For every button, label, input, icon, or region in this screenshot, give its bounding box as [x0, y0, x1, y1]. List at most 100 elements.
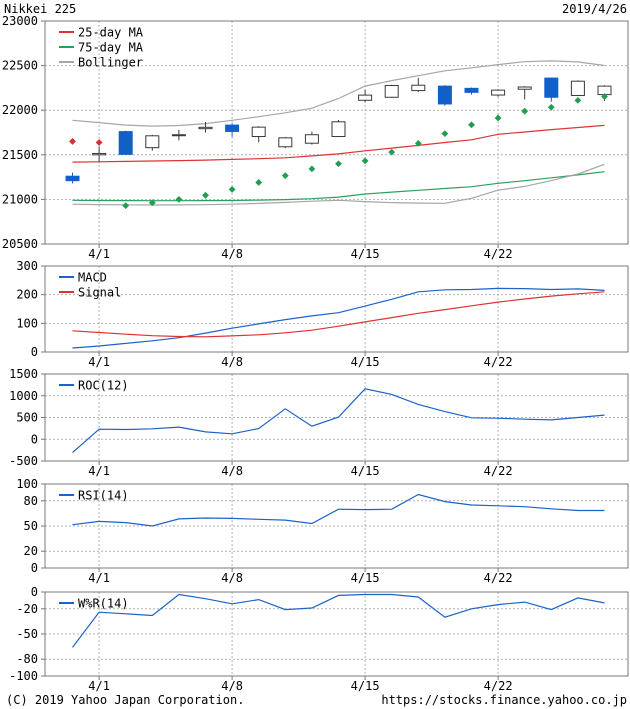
ma75-line	[72, 171, 605, 202]
plot-border	[44, 20, 629, 245]
x-tick-label: 4/22	[484, 464, 513, 478]
indicator-dot	[494, 114, 502, 122]
indicator-dot	[521, 107, 529, 115]
indicator-dot	[148, 199, 156, 207]
y-tick-label: 1000	[9, 389, 38, 403]
candle-body	[544, 77, 559, 98]
candle-body	[65, 175, 80, 182]
legend-label: Bollinger	[78, 56, 143, 70]
x-tick-label: 4/8	[221, 247, 243, 261]
indicator-dot	[308, 165, 316, 173]
y-tick-label: -20	[16, 602, 38, 616]
legend-label: 75-day MA	[78, 41, 144, 55]
x-tick-label: 4/8	[221, 355, 243, 369]
source-url-text: https://stocks.finance.yahoo.co.jp	[381, 693, 627, 707]
y-tick-label: 21500	[2, 148, 38, 162]
y-tick-label: 23000	[2, 14, 38, 28]
indicator-dot	[574, 96, 582, 104]
indicator-dot	[281, 172, 289, 180]
price-chart: 4/1 4/8 4/15 4/22 20500 21000 21500 22000 22500 2…	[2, 14, 629, 261]
legend-label: W%R(14)	[78, 597, 129, 611]
y-tick-label: -100	[9, 669, 38, 683]
roc-line	[72, 388, 605, 454]
bollinger-lower-line	[72, 163, 605, 206]
candle-body	[437, 85, 452, 105]
indicator-dot	[601, 93, 608, 100]
indicator-dot	[414, 139, 422, 147]
indicator-dot	[122, 202, 130, 210]
page-title: Nikkei 225	[4, 2, 77, 16]
candle-body	[118, 131, 133, 155]
x-tick-label: 4/15	[351, 355, 380, 369]
williams-r-chart: 4/1 4/8 4/15 4/22 -100 -80 -50 -20 0 W%R(14)	[9, 585, 629, 693]
y-tick-label: 200	[16, 288, 38, 302]
candle-body	[225, 124, 240, 132]
legend-label: 25-day MA	[78, 26, 144, 40]
plot-border	[44, 373, 629, 462]
plot-border	[44, 591, 629, 677]
indicator-dot	[202, 191, 209, 199]
legend-label: ROC(12)	[78, 379, 129, 393]
ma25-line	[72, 124, 605, 163]
y-tick-label: 21000	[2, 192, 38, 206]
candle-body	[171, 134, 186, 137]
candle-body	[198, 126, 213, 130]
x-tick-label: 4/1	[88, 464, 110, 478]
y-tick-label: 22000	[2, 103, 38, 117]
chart-date: 2019/4/26	[561, 2, 627, 16]
candle-body	[92, 152, 107, 156]
rsi-chart: 4/1 4/8 4/15 4/22 0 20 50 80 100 RSI(14)	[16, 477, 629, 585]
y-tick-label: 0	[31, 432, 38, 446]
candle-body	[278, 137, 293, 148]
copyright-text: (C) 2019 Yahoo Japan Corporation.	[6, 693, 245, 707]
y-tick-label: 0	[31, 345, 38, 359]
y-tick-label: 100	[16, 316, 38, 330]
candle-body	[251, 126, 266, 138]
y-tick-label: 50	[24, 519, 38, 533]
indicator-dot	[468, 121, 475, 129]
x-tick-label: 4/1	[88, 247, 110, 261]
indicator-dot	[255, 179, 263, 186]
y-tick-label: 0	[31, 585, 38, 599]
williams-r-line	[72, 593, 605, 648]
indicator-dot	[388, 148, 396, 156]
bollinger-upper-line	[72, 60, 605, 127]
macd-line	[72, 287, 605, 349]
y-tick-label: 500	[16, 411, 38, 425]
rsi-line	[72, 493, 605, 527]
y-tick-label: -80	[16, 652, 38, 666]
x-tick-label: 4/15	[351, 679, 380, 693]
y-tick-label: 80	[24, 494, 38, 508]
candle-body	[411, 84, 426, 92]
x-tick-label: 4/22	[484, 571, 513, 585]
candle-body	[331, 121, 346, 138]
candle-body	[464, 87, 479, 93]
y-tick-label: 22500	[2, 59, 38, 73]
plot-border	[44, 483, 629, 569]
candle-body	[570, 80, 585, 96]
y-tick-label: 300	[16, 259, 38, 273]
indicator-dot	[175, 196, 183, 203]
x-tick-label: 4/1	[88, 571, 110, 585]
roc-chart: 4/1 4/8 4/15 4/22 -500 0 500 1000 1500 ROC(12)	[9, 367, 629, 478]
x-tick-label: 4/8	[221, 679, 243, 693]
indicator-dot	[335, 160, 342, 168]
plot-border	[44, 265, 629, 353]
x-tick-label: 4/22	[484, 355, 513, 369]
x-tick-label: 4/8	[221, 464, 243, 478]
candle-body	[358, 94, 373, 101]
candle-body	[304, 134, 319, 144]
y-tick-label: 1500	[9, 367, 38, 381]
legend-label: Signal	[78, 286, 121, 300]
legend-label: RSI(14)	[78, 489, 129, 503]
candle-body	[491, 89, 506, 96]
signal-line	[72, 291, 605, 338]
y-tick-label: 0	[31, 561, 38, 575]
candle-body	[145, 135, 160, 149]
indicator-dot	[69, 138, 76, 145]
x-tick-label: 4/22	[484, 247, 513, 261]
x-tick-label: 4/15	[351, 247, 380, 261]
